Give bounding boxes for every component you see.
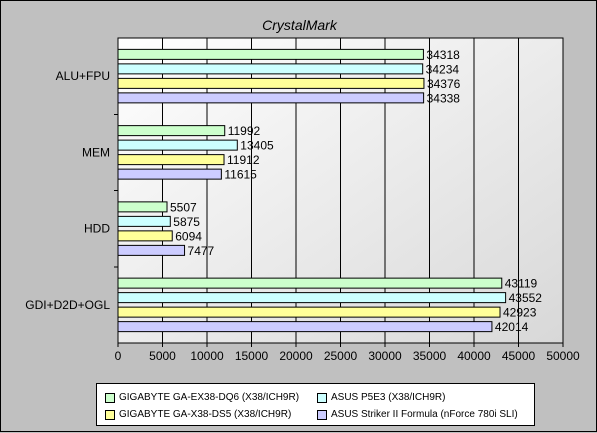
x-tick-label: 0 (115, 349, 122, 363)
category-label: MEM (82, 145, 110, 159)
legend-swatch (105, 409, 115, 420)
x-tick-label: 25000 (324, 349, 358, 363)
bar (117, 92, 425, 104)
bar (117, 48, 424, 60)
bar (117, 244, 186, 256)
data-label: 11912 (227, 153, 260, 167)
category-label: GDI+D2D+OGL (25, 298, 110, 312)
data-label: 43552 (509, 291, 543, 305)
legend-label: ASUS P5E3 (X38/ICH9R) (331, 392, 446, 403)
bar (117, 201, 168, 213)
legend-item: GIGABYTE GA-X38-DS5 (X38/ICH9R) (105, 409, 291, 420)
data-label: 7477 (188, 244, 215, 258)
x-tick-label: 5000 (149, 349, 176, 363)
legend-swatch (317, 409, 327, 420)
x-tick-label: 20000 (279, 349, 313, 363)
bar (117, 292, 507, 304)
legend-label: GIGABYTE GA-EX38-DQ6 (X38/ICH9R) (119, 392, 300, 403)
data-label: 6094 (175, 229, 202, 243)
bar (117, 125, 226, 137)
bar (117, 306, 501, 318)
legend-label: GIGABYTE GA-X38-DS5 (X38/ICH9R) (119, 409, 292, 420)
data-label: 5875 (173, 215, 200, 229)
bar (117, 215, 171, 227)
category-label: ALU+FPU (56, 69, 110, 83)
bar (117, 168, 222, 180)
data-label: 13405 (240, 139, 274, 153)
data-label: 11615 (224, 168, 257, 182)
x-tick-label: 50000 (546, 349, 580, 363)
x-tick-label: 40000 (457, 349, 491, 363)
data-label: 34234 (426, 62, 460, 76)
legend-item: GIGABYTE GA-EX38-DQ6 (X38/ICH9R) (105, 392, 299, 403)
legend: GIGABYTE GA-EX38-DQ6 (X38/ICH9R) ASUS P5… (96, 383, 535, 426)
legend-swatch (317, 392, 327, 403)
bar (117, 139, 238, 151)
data-label: 11992 (228, 124, 261, 138)
data-label: 34318 (426, 48, 460, 62)
category-label: HDD (84, 222, 110, 236)
bar (117, 230, 173, 242)
data-label: 34376 (427, 77, 461, 91)
legend-item: ASUS P5E3 (X38/ICH9R) (317, 392, 446, 403)
legend-item: ASUS Striker II Formula (nForce 780i SLI… (317, 409, 518, 420)
data-label: 34338 (427, 91, 461, 105)
bar (117, 277, 503, 289)
x-tick-label: 35000 (413, 349, 447, 363)
x-tick-label: 45000 (502, 349, 536, 363)
data-label: 5507 (170, 200, 197, 214)
data-label: 42014 (495, 320, 529, 334)
legend-label: ASUS Striker II Formula (nForce 780i SLI… (331, 409, 518, 420)
bar (117, 77, 425, 89)
bar (117, 321, 493, 333)
x-tick-label: 10000 (190, 349, 224, 363)
bar (117, 154, 225, 166)
x-tick-label: 15000 (235, 349, 269, 363)
x-tick-label: 30000 (368, 349, 402, 363)
data-label: 42923 (503, 306, 537, 320)
legend-swatch (105, 392, 115, 403)
data-label: 43119 (505, 277, 538, 291)
chart-title: CrystalMark (262, 17, 337, 33)
bar (117, 63, 424, 75)
